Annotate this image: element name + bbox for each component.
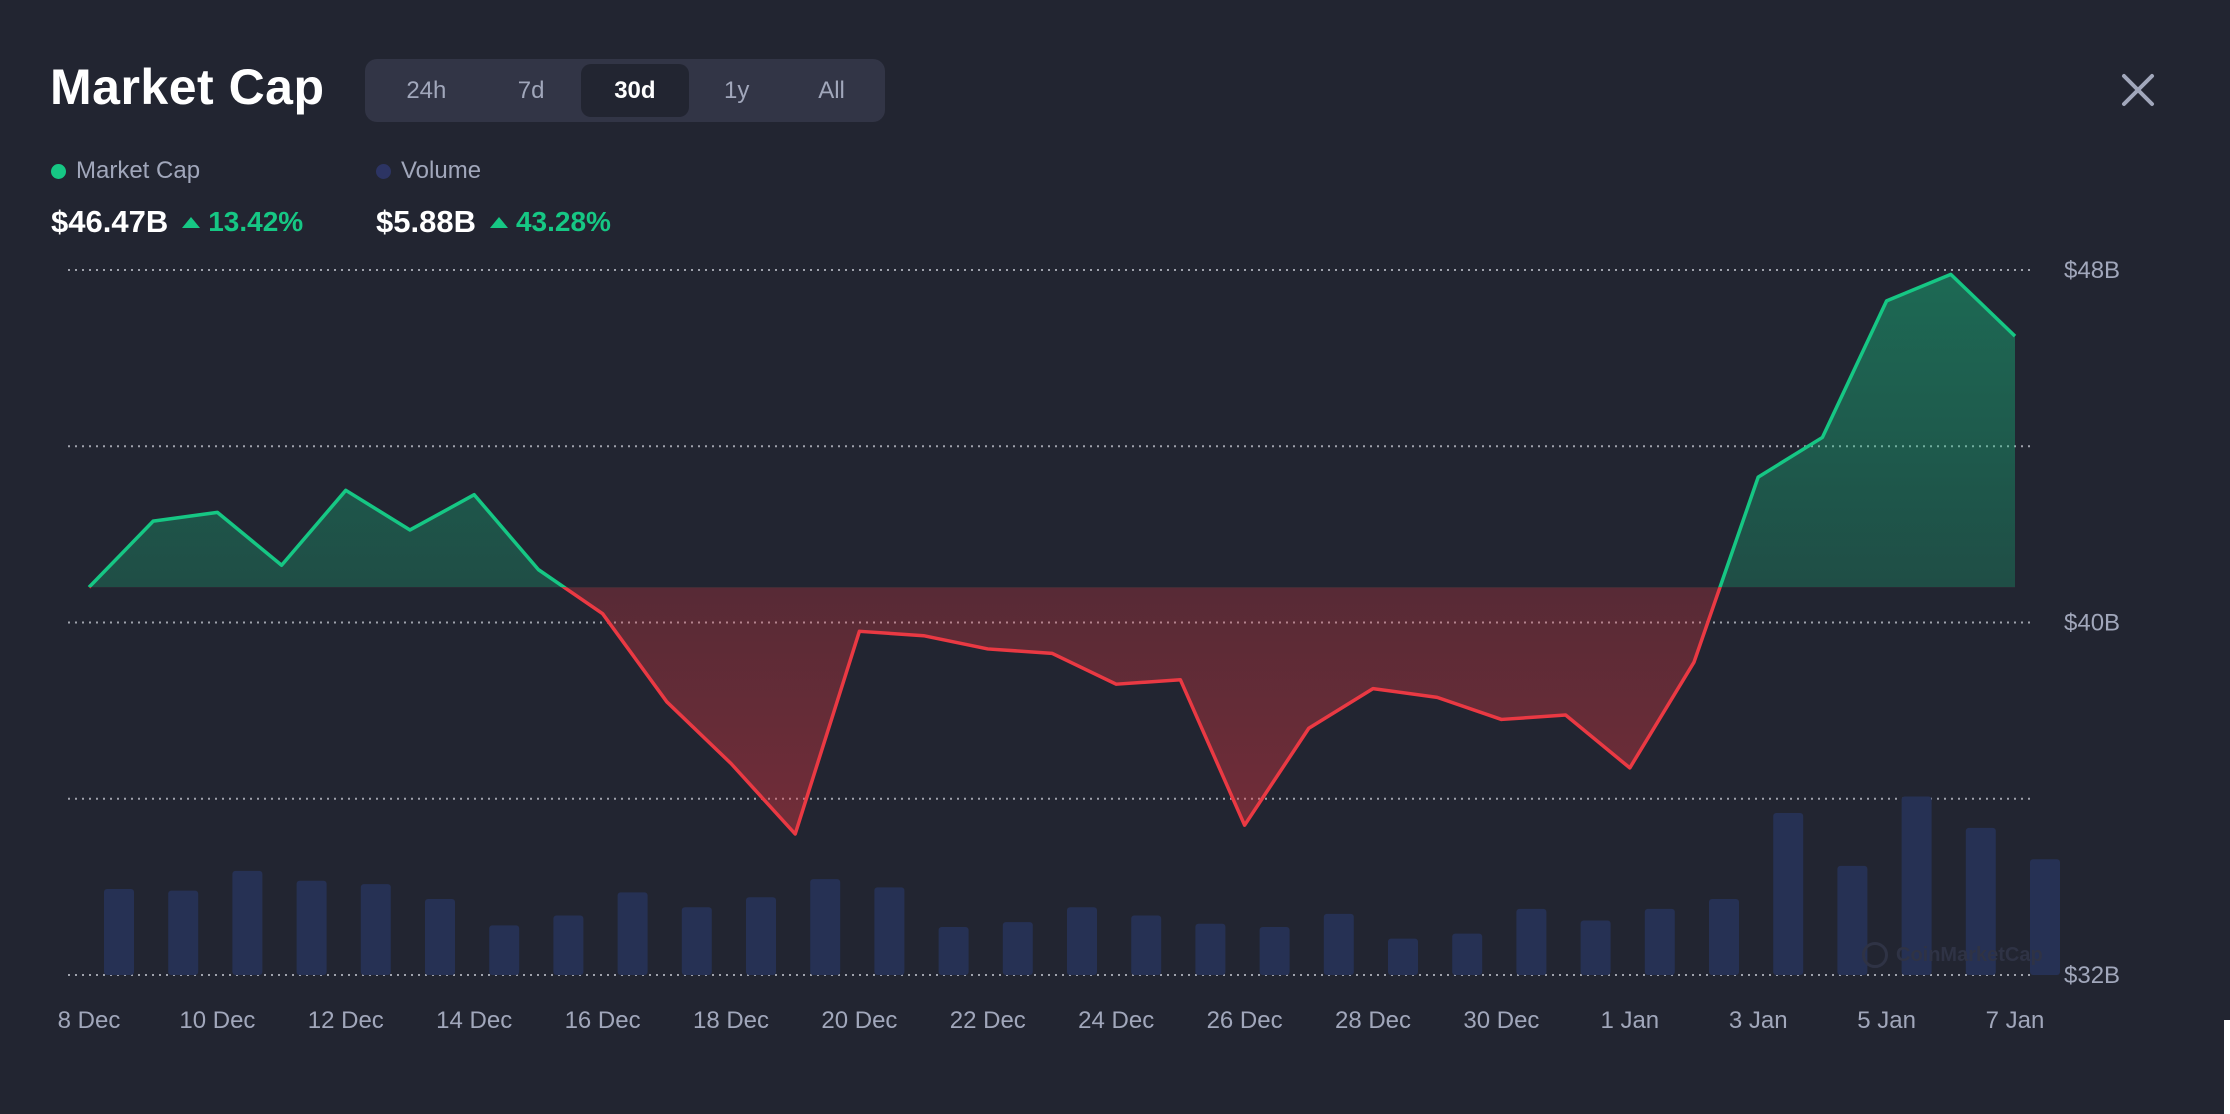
volume-bar	[2030, 859, 2060, 975]
tab-1y[interactable]: 1y	[723, 76, 750, 104]
volume-bar	[1709, 898, 1739, 975]
window-edge	[2224, 1020, 2230, 1114]
watermark: CoinMarketCap	[1862, 942, 2043, 968]
market-cap-stat: $46.47B 13.42%	[51, 204, 303, 240]
volume-bar	[938, 927, 969, 975]
x-tick-label: 18 Dec	[693, 1007, 769, 1034]
volume-bar	[1837, 865, 1868, 975]
timeframe-tabs: 24h 7d 30d 1y All	[365, 59, 885, 122]
tab-24h[interactable]: 24h	[406, 76, 447, 104]
tab-30d[interactable]: 30d	[580, 64, 690, 117]
x-tick-label: 28 Dec	[1335, 1007, 1411, 1034]
volume-bar	[874, 887, 905, 975]
volume-bar	[810, 879, 841, 975]
volume-bar	[1773, 812, 1804, 975]
close-icon[interactable]	[2118, 70, 2158, 110]
y-tick-label: $48B	[2064, 257, 2120, 284]
volume-bar	[360, 884, 391, 975]
volume-bar	[1259, 927, 1290, 975]
volume-bar	[296, 880, 327, 975]
x-tick-label: 7 Jan	[1986, 1007, 2045, 1034]
market-cap-value: $46.47B	[51, 204, 169, 239]
volume-value: $5.88B	[376, 204, 476, 239]
volume-bar	[104, 889, 134, 975]
x-tick-label: 30 Dec	[1463, 1007, 1539, 1034]
y-tick-label: $40B	[2064, 610, 2120, 637]
volume-bar	[1323, 913, 1354, 975]
legend-volume-label: Volume	[401, 157, 482, 184]
legend-market-cap[interactable]: Market Cap	[51, 157, 200, 185]
volume-bar	[1067, 907, 1097, 975]
volume-bar	[1195, 923, 1226, 975]
volume-bar	[1388, 938, 1418, 975]
volume-change-value: 43.28%	[515, 206, 611, 237]
volume-bar	[1516, 908, 1547, 975]
volume-bar	[746, 897, 776, 975]
x-tick-label: 5 Jan	[1857, 1007, 1916, 1034]
tab-7d[interactable]: 7d	[517, 76, 545, 104]
volume-bar	[1901, 796, 1932, 975]
x-tick-label: 3 Jan	[1729, 1007, 1788, 1034]
legend-volume[interactable]: Volume	[376, 157, 481, 185]
area-above-baseline	[89, 274, 2015, 588]
x-tick-label: 26 Dec	[1207, 1007, 1283, 1034]
area-below-baseline	[89, 587, 2015, 834]
market-cap-change: 13.42%	[182, 206, 303, 238]
volume-bar	[617, 892, 648, 975]
x-tick-label: 12 Dec	[308, 1007, 384, 1034]
volume-dot-icon	[376, 163, 391, 179]
caret-up-icon	[182, 216, 201, 228]
volume-bar	[1452, 933, 1483, 975]
x-tick-label: 14 Dec	[436, 1007, 512, 1034]
x-tick-label: 1 Jan	[1600, 1007, 1659, 1034]
x-tick-label: 16 Dec	[565, 1007, 641, 1034]
volume-bar	[681, 907, 712, 975]
volume-bar	[1965, 827, 1996, 975]
volume-change: 43.28%	[489, 206, 611, 238]
legend-market-cap-label: Market Cap	[76, 157, 201, 184]
market-cap-dot-icon	[51, 163, 66, 179]
x-tick-label: 22 Dec	[950, 1007, 1026, 1034]
coinmarketcap-logo-icon	[1862, 942, 1888, 968]
x-tick-label: 10 Dec	[179, 1007, 255, 1034]
watermark-text: CoinMarketCap	[1896, 943, 2043, 966]
x-tick-label: 20 Dec	[821, 1007, 897, 1034]
caret-up-icon	[489, 216, 508, 228]
volume-bar	[1002, 922, 1033, 975]
volume-bar	[1131, 915, 1162, 975]
volume-bar	[232, 870, 263, 975]
tab-all[interactable]: All	[818, 76, 845, 104]
volume-bar	[425, 898, 455, 975]
market-cap-line-up	[87, 272, 2017, 588]
volume-bar	[168, 890, 199, 975]
volume-stat: $5.88B 43.28%	[376, 204, 611, 240]
x-tick-label: 8 Dec	[58, 1007, 121, 1034]
market-cap-line-down	[89, 587, 1722, 836]
volume-bar	[553, 915, 584, 975]
x-tick-label: 24 Dec	[1078, 1007, 1154, 1034]
market-cap-change-value: 13.42%	[208, 206, 304, 237]
y-tick-label: $32B	[2064, 962, 2120, 989]
volume-bar	[489, 925, 520, 975]
volume-bar	[1644, 908, 1675, 975]
volume-bar	[1580, 920, 1611, 975]
page-title: Market Cap	[50, 59, 325, 115]
